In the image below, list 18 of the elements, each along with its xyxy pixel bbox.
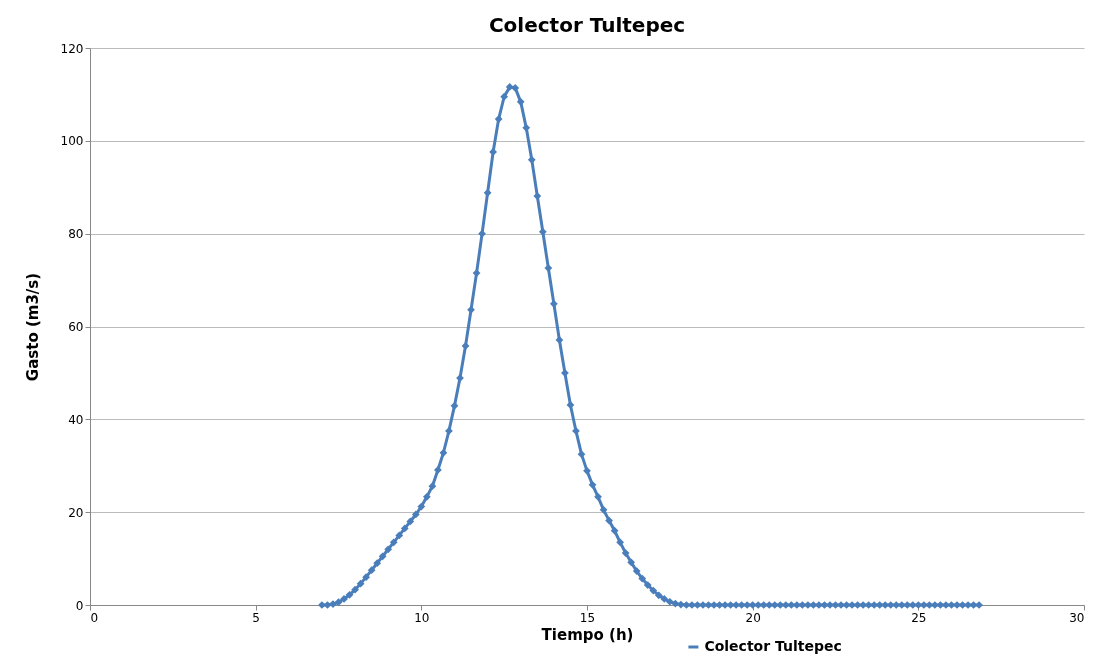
chart-title: Colector Tultepec	[488, 13, 686, 37]
y-tick-label: 20	[68, 505, 84, 520]
x-tick-label: 25	[911, 610, 927, 625]
y-tick-label: 80	[68, 227, 84, 242]
y-tick-label: 120	[60, 41, 84, 56]
y-axis-title: Gasto (m3/s)	[23, 272, 42, 382]
x-tick-label: 5	[252, 610, 260, 625]
x-tick-label: 30	[1069, 610, 1085, 625]
x-axis-title: Tiempo (h)	[541, 625, 634, 644]
y-tick-label: 0	[75, 598, 84, 613]
x-tick-label: 0	[90, 610, 99, 625]
y-tick-label: 40	[68, 412, 84, 427]
y-tick-label: 60	[68, 320, 84, 334]
legend-label: Colector Tultepec	[704, 638, 842, 654]
y-tick-label: 100	[60, 134, 84, 149]
x-tick-label: 10	[414, 610, 430, 625]
x-tick-label: 20	[745, 610, 761, 625]
x-tick-label: 15	[579, 610, 596, 625]
